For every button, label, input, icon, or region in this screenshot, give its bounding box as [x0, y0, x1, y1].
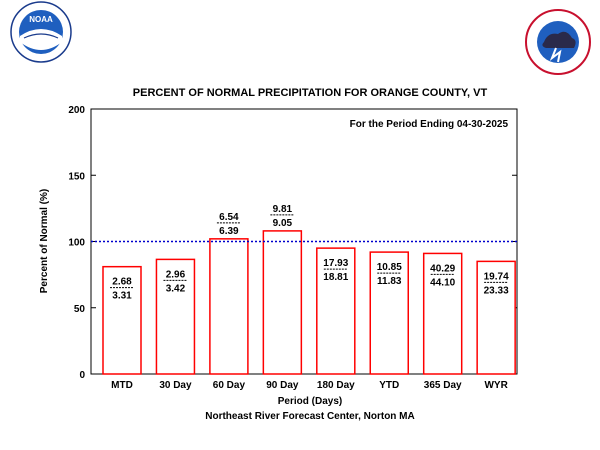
y-tick-label: 0 — [79, 370, 85, 381]
x-tick-label: MTD — [111, 380, 133, 391]
normal-label: 3.31 — [112, 291, 132, 302]
bar — [155, 258, 196, 375]
x-tick-label: YTD — [379, 380, 399, 391]
bar-labels: 2.68 3.31 2.96 3.42 6.54 6.39 9.81 9.05 17.93 18.… — [110, 204, 509, 302]
observed-label: 6.54 — [219, 212, 239, 223]
x-tick-label: WYR — [484, 380, 508, 391]
observed-label: 40.29 — [430, 263, 455, 274]
chart-footer: Northeast River Forecast Center, Norton … — [205, 411, 415, 422]
y-tick-label: 200 — [68, 105, 85, 116]
normal-label: 23.33 — [484, 285, 509, 296]
bar — [102, 265, 142, 375]
observed-label: 19.74 — [484, 271, 509, 282]
observed-label: 10.85 — [377, 262, 402, 273]
observed-label: 2.68 — [112, 277, 132, 288]
bars — [102, 230, 516, 375]
bar — [209, 238, 249, 375]
x-tick-label: 60 Day — [213, 380, 246, 391]
normal-label: 9.05 — [273, 218, 293, 229]
chart-title: PERCENT OF NORMAL PRECIPITATION FOR ORAN… — [133, 87, 488, 99]
x-tick-label: 180 Day — [317, 380, 355, 391]
nws-logo — [525, 9, 591, 75]
noaa-logo: NOAA — [10, 1, 72, 63]
bar — [369, 251, 409, 375]
y-tick-label: 150 — [68, 171, 85, 182]
x-tick-label: 90 Day — [266, 380, 299, 391]
observed-label: 2.96 — [166, 269, 186, 280]
normal-label: 3.42 — [166, 283, 186, 294]
normal-label: 11.83 — [377, 276, 402, 287]
bar — [476, 260, 516, 375]
y-tick-label: 50 — [74, 304, 86, 315]
y-axis-label: Percent of Normal (%) — [39, 189, 50, 293]
x-tick-label: 30 Day — [159, 380, 192, 391]
observed-label: 9.81 — [273, 204, 293, 215]
noaa-logo-text: NOAA — [29, 15, 53, 24]
normal-label: 44.10 — [430, 277, 455, 288]
y-tick-label: 100 — [68, 238, 85, 249]
normal-label: 6.39 — [219, 226, 239, 237]
observed-label: 17.93 — [323, 258, 348, 269]
bar — [262, 230, 303, 375]
normal-label: 18.81 — [323, 272, 348, 283]
x-axis-label: Period (Days) — [278, 396, 342, 407]
x-tick-label: 365 Day — [424, 380, 462, 391]
bar — [422, 252, 463, 375]
period-annotation: For the Period Ending 04-30-2025 — [350, 119, 509, 130]
